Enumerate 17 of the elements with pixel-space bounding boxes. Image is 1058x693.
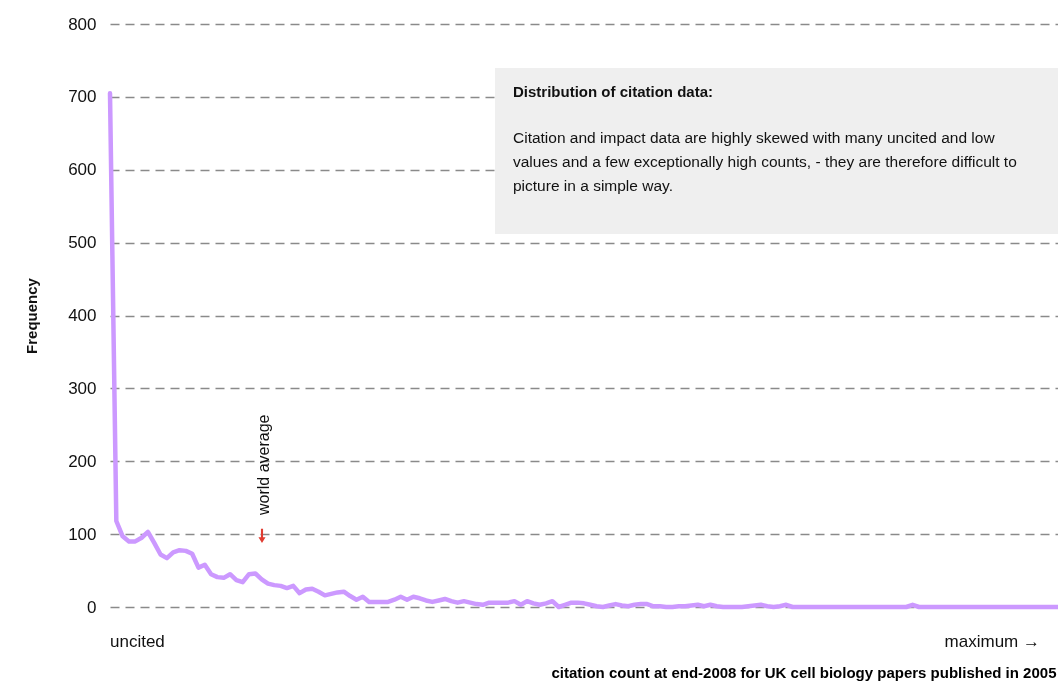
x-axis-title: citation count at end-2008 for UK cell biology papers published in 2005 bbox=[551, 663, 1057, 681]
y-tick-label: 500 bbox=[68, 233, 97, 253]
y-tick-label: 0 bbox=[87, 597, 97, 617]
annotation: Distribution of citation data: bbox=[513, 82, 714, 102]
y-tick-label: 800 bbox=[68, 14, 97, 34]
y-axis-title: Frequency bbox=[23, 277, 41, 354]
annotation: world average bbox=[255, 414, 272, 516]
y-tick-label: 600 bbox=[68, 160, 97, 180]
annotation: Citation and impact data are highly skewed with many uncited and low values and a few exceptionally high counts, - they are therefore difficult to picture in a simple way. bbox=[513, 128, 1018, 196]
y-tick-label: 100 bbox=[68, 524, 97, 544]
text: uncited bbox=[110, 632, 165, 651]
text: maximum → bbox=[944, 632, 1040, 651]
y-tick-label: 200 bbox=[68, 451, 97, 471]
y-tick-label: 700 bbox=[68, 87, 97, 107]
y-tick-label: 300 bbox=[68, 378, 97, 398]
y-tick-label: 400 bbox=[68, 306, 97, 325]
note-box: Distribution of citation data: Citation and impact data are highly skewed with many uncited and low values and a few exceptionally high counts, - they are therefore difficult to picture in a simple way. bbox=[495, 68, 1058, 234]
